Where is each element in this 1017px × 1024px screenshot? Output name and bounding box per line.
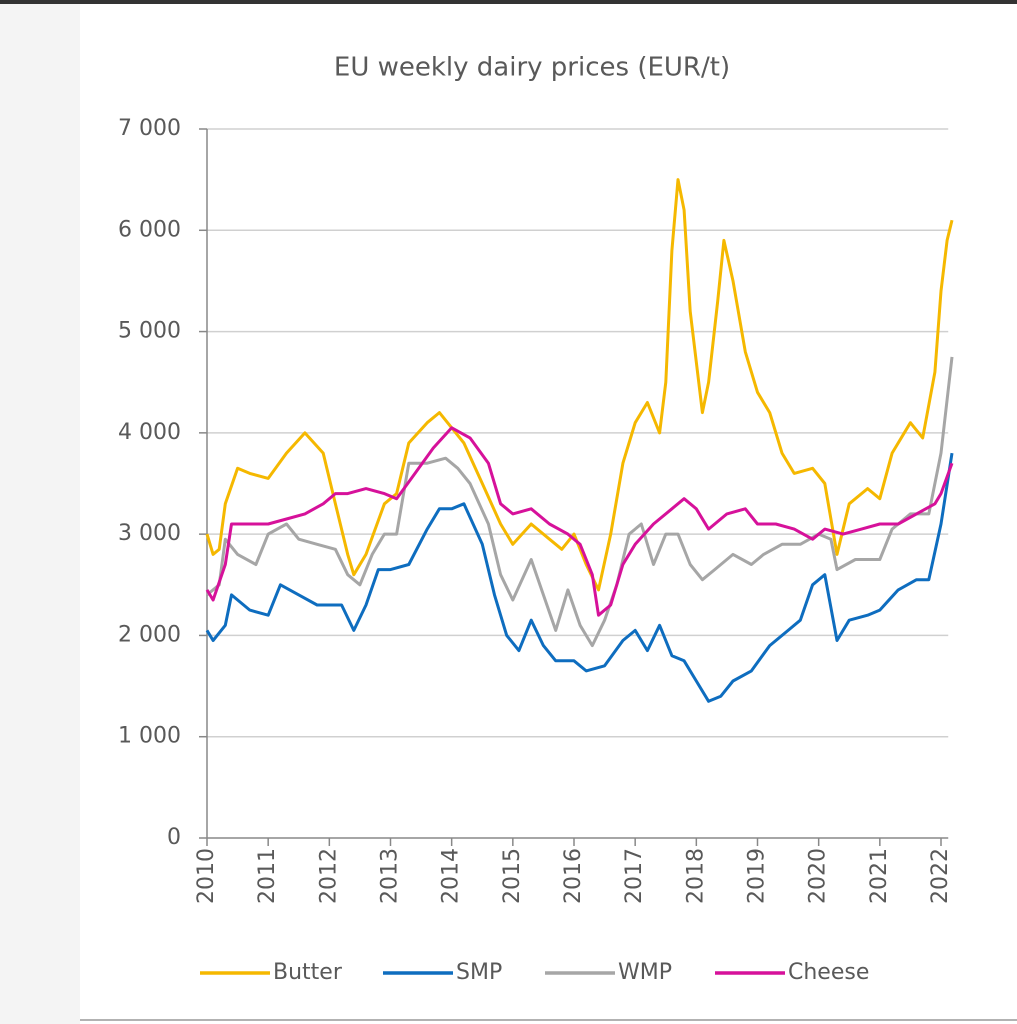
card: [80, 0, 1017, 1024]
legend-label: SMP: [456, 960, 502, 985]
x-tick-label: 2012: [316, 848, 341, 904]
x-tick-label: 2017: [622, 848, 647, 904]
x-tick-label: 2010: [194, 848, 219, 904]
series-line: [206, 356, 954, 648]
x-tick-label: 2011: [255, 848, 280, 904]
y-tick-label: 7 000: [118, 116, 181, 141]
y-tick-label: 2 000: [118, 622, 181, 647]
x-tick-label: 2013: [378, 848, 403, 904]
legend-label: WMP: [618, 960, 672, 985]
y-tick-label: 6 000: [118, 217, 181, 242]
x-tick-label: 2018: [683, 848, 708, 904]
series-line: [205, 426, 954, 617]
series-line: [205, 452, 954, 703]
top-bar: [0, 0, 1017, 4]
x-tick-label: 2022: [928, 848, 953, 904]
legend-label: Cheese: [788, 960, 869, 985]
y-tick-label: 3 000: [118, 521, 181, 546]
x-tick-label: 2021: [867, 848, 892, 904]
x-tick-label: 2016: [561, 848, 586, 904]
legend-label: Butter: [273, 960, 343, 985]
y-tick-label: 4 000: [118, 420, 181, 445]
y-tick-label: 1 000: [118, 724, 181, 749]
x-tick-label: 2020: [806, 848, 831, 904]
chart-title: EU weekly dairy prices (EUR/t): [334, 53, 730, 83]
x-tick-label: 2015: [500, 848, 525, 904]
y-tick-label: 5 000: [118, 319, 181, 344]
x-tick-label: 2014: [439, 848, 464, 904]
y-tick-label: 0: [167, 825, 181, 850]
x-tick-label: 2019: [745, 848, 770, 904]
